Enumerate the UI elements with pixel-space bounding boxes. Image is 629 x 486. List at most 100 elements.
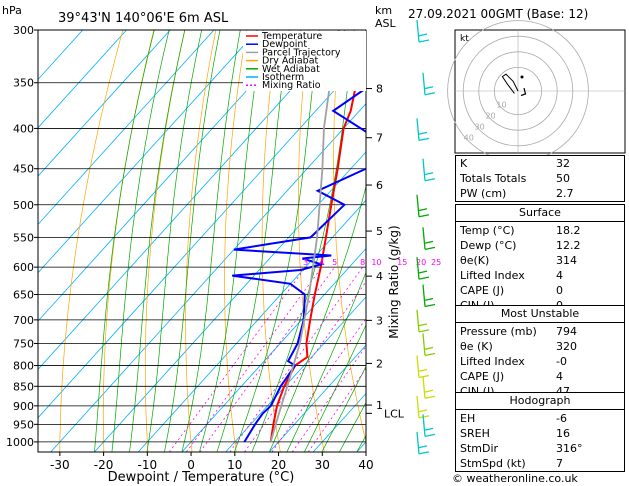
indices-panel: K 32 Totals Totals 50 PW (cm) 2.7 xyxy=(455,155,625,202)
km-tick-label: 7 xyxy=(376,132,383,145)
wind-barb xyxy=(422,72,436,96)
wet-adiabat-line xyxy=(164,30,221,452)
mixing-ratio-label: 8 xyxy=(360,258,365,267)
wind-barb-flag xyxy=(417,208,428,212)
index-row: CAPE (J) 0 xyxy=(456,283,624,298)
wet-adiabat-line xyxy=(129,30,186,452)
x-tick-label: 30 xyxy=(315,458,330,472)
index-row: Temp (°C) 18.2 xyxy=(456,223,624,238)
mixing-ratio-label: 10 xyxy=(371,258,381,267)
wind-barb-flag xyxy=(424,246,436,251)
wind-barb-flag xyxy=(417,323,428,327)
wind-barb-flag xyxy=(418,329,430,333)
index-label: PW (cm) xyxy=(460,187,507,200)
pressure-tick-label: 350 xyxy=(13,77,34,90)
pressure-tick-label: 950 xyxy=(13,418,34,431)
dry-adiabat-line xyxy=(224,30,248,452)
km-tick-label: 8 xyxy=(376,83,383,96)
wind-barb xyxy=(416,431,430,455)
wind-barb-staff xyxy=(422,376,426,399)
axes: 3003504004505005506006507007508008509009… xyxy=(6,24,441,472)
wind-barb-staff xyxy=(416,257,420,280)
index-label: θe(K) xyxy=(460,254,490,267)
series-dewpoint xyxy=(232,87,366,443)
index-label: EH xyxy=(460,412,476,425)
pressure-tick-label: 650 xyxy=(13,289,34,302)
wind-barb-staff xyxy=(416,118,420,141)
index-value: -0 xyxy=(556,355,567,368)
pressure-tick-label: 500 xyxy=(13,199,34,212)
wind-barb xyxy=(416,355,430,379)
index-value: 32 xyxy=(556,157,570,170)
wet-adiabat-line xyxy=(339,401,366,452)
mixing-ratio-label: 5 xyxy=(332,258,337,267)
x-tick-label: 0 xyxy=(187,458,195,472)
index-label: CAPE (J) xyxy=(460,284,505,297)
wind-barb-flag xyxy=(418,39,430,43)
asl-label: ASL xyxy=(375,17,397,30)
wet-adiabat-line xyxy=(94,30,155,452)
most-unstable-panel: Most Unstable Pressure (mb) 794 θe (K) 320 L… xyxy=(455,305,625,400)
wind-barb-flag xyxy=(417,131,428,136)
wind-barb-staff xyxy=(422,158,426,181)
pressure-tick-label: 800 xyxy=(13,360,34,373)
wind-barb-staff xyxy=(422,414,426,437)
wind-barb-staff xyxy=(422,72,426,95)
isotherm-line xyxy=(181,247,366,452)
legend-label: Mixing Ratio xyxy=(262,80,321,91)
index-label: StmDir xyxy=(460,442,499,455)
x-tick-label: 40 xyxy=(358,458,373,472)
x-tick-label: -10 xyxy=(138,458,158,472)
wind-barb-flag xyxy=(417,33,428,37)
mixing-ratio-label: 4 xyxy=(319,258,324,267)
index-row: Pressure (mb) 794 xyxy=(456,324,624,339)
pressure-tick-label: 700 xyxy=(13,314,34,327)
km-tick-label: 4 xyxy=(376,270,383,283)
wind-barb xyxy=(416,257,430,280)
wind-barb-flag xyxy=(424,352,436,357)
hodograph-title: Hodograph xyxy=(456,393,624,410)
datetime-label: 27.09.2021 00GMT (Base: 12) xyxy=(408,7,589,21)
hodograph-ring-label: 20 xyxy=(485,111,495,120)
index-label: Lifted Index xyxy=(460,355,525,368)
wind-barb xyxy=(422,333,436,357)
index-value: 314 xyxy=(556,254,577,267)
index-row: EH -6 xyxy=(456,411,624,426)
index-row: StmDir 316° xyxy=(456,441,624,456)
index-row: θe (K) 320 xyxy=(456,339,624,354)
dry-adiabat-line xyxy=(333,30,366,444)
legend-label: Dewpoint xyxy=(262,39,307,50)
pressure-tick-label: 750 xyxy=(13,337,34,350)
wind-barb-flag xyxy=(417,409,428,413)
index-row: Totals Totals 50 xyxy=(456,171,624,186)
index-row: θe(K) 314 xyxy=(456,253,624,268)
x-tick-label: -20 xyxy=(94,458,114,472)
storm-motion-point xyxy=(520,75,524,79)
dry-adiabat-line xyxy=(59,30,124,452)
mixing-ratio-label: 25 xyxy=(431,258,441,267)
wind-barb-flag xyxy=(417,270,428,274)
isotherm-line xyxy=(50,103,366,452)
index-label: K xyxy=(460,157,468,170)
mixing-ratio-label: 3 xyxy=(303,258,308,267)
x-tick-label: -30 xyxy=(50,458,70,472)
lcl-label: LCL xyxy=(384,407,405,420)
wind-barb-staff xyxy=(416,431,420,454)
wet-adiabat-line xyxy=(111,30,170,452)
wind-barb-flag xyxy=(424,395,436,399)
plot-frame xyxy=(37,29,367,453)
pressure-tick-label: 550 xyxy=(13,231,34,244)
wet-adiabat-line xyxy=(181,30,241,452)
km-tick-label: 3 xyxy=(376,314,383,327)
wind-barb-flag xyxy=(418,214,430,218)
index-value: 316° xyxy=(556,442,583,455)
wind-barb xyxy=(416,118,430,142)
surface-panel: Surface Temp (°C) 18.2 Dewp (°C) 12.2 θe(K) 3… xyxy=(455,204,625,314)
hodograph-unit-label: kt xyxy=(460,34,469,44)
hodograph-ring-label: 40 xyxy=(464,133,474,142)
km-tick-label: 6 xyxy=(376,179,383,192)
legend-label: Isotherm xyxy=(262,72,304,83)
wet-adiabat-line xyxy=(234,30,320,452)
wind-barb-flag xyxy=(423,346,434,351)
